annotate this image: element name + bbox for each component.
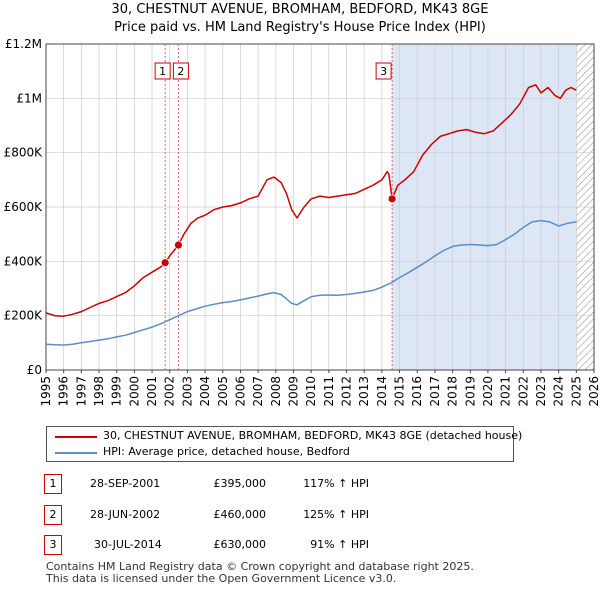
chart-subtitle: Price paid vs. HM Land Registry's House … xyxy=(114,20,486,35)
x-tick-label: 2010 xyxy=(304,376,318,407)
sale-date: 30-JUL-2014 xyxy=(94,538,162,551)
legend-label-property: 30, CHESTNUT AVENUE, BROMHAM, BEDFORD, M… xyxy=(103,429,523,442)
x-tick-label: 2014 xyxy=(375,376,389,407)
x-tick-label: 2020 xyxy=(481,376,495,407)
sale-number-badge: 3 xyxy=(44,535,62,555)
sale-number-badge: 1 xyxy=(44,474,62,494)
x-tick-label: 2011 xyxy=(322,376,336,407)
x-tick-label: 2013 xyxy=(357,376,371,407)
footer-copyright: Contains HM Land Registry data © Crown c… xyxy=(46,560,474,573)
x-tick-label: 1998 xyxy=(92,376,106,407)
legend-swatch-property xyxy=(55,436,97,438)
x-tick-label: 2026 xyxy=(587,376,600,407)
x-tick-label: 2015 xyxy=(393,376,407,407)
x-tick-label: 1995 xyxy=(39,376,53,407)
sale-badge-box xyxy=(375,62,392,80)
sale-point xyxy=(174,240,183,250)
sale-hpi-change: 125% ↑ HPI xyxy=(303,508,369,521)
series-line-hpi xyxy=(45,219,577,346)
sale-point xyxy=(160,258,170,268)
x-tick-label: 2016 xyxy=(410,376,424,407)
sale-date: 28-SEP-2001 xyxy=(90,477,161,490)
x-tick-label: 2022 xyxy=(516,376,530,407)
y-tick-label: £0 xyxy=(27,363,42,377)
footer-attribution: Contains HM Land Registry data © Crown c… xyxy=(46,561,474,585)
plot-frame xyxy=(45,43,595,371)
x-tick-label: 2006 xyxy=(233,376,247,407)
y-tick-label: £400K xyxy=(4,254,44,268)
y-tick-label: £800K xyxy=(4,146,44,160)
sale-point xyxy=(387,194,397,204)
x-tick-label: 2007 xyxy=(251,376,265,407)
x-tick-label: 2024 xyxy=(552,376,566,407)
sale-hpi-change: 117% ↑ HPI xyxy=(303,477,369,490)
legend-swatch-hpi xyxy=(55,452,97,454)
sale-badge-box xyxy=(172,62,189,80)
legend-item-hpi: HPI: Average price, detached house, Bedf… xyxy=(47,445,513,461)
sale-price: £630,000 xyxy=(213,538,267,551)
x-tick-label: 2001 xyxy=(145,376,159,407)
x-tick-label: 2002 xyxy=(163,376,177,407)
x-tick-label: 2009 xyxy=(286,376,300,407)
footer-license: This data is licensed under the Open Gov… xyxy=(46,572,397,585)
sale-marker-badge: 3 xyxy=(375,62,392,80)
sale-number-badge: 2 xyxy=(44,505,62,525)
x-tick-label: 1996 xyxy=(57,376,71,407)
sale-badge-box xyxy=(154,62,171,80)
sale-hpi-change: 91% ↑ HPI xyxy=(310,538,369,551)
sale-date: 28-JUN-2002 xyxy=(90,508,161,521)
x-tick-label: 2005 xyxy=(216,376,230,407)
legend-label-hpi: HPI: Average price, detached house, Bedf… xyxy=(103,445,350,458)
x-tick-label: 2003 xyxy=(180,376,194,407)
x-tick-label: 2012 xyxy=(340,376,354,407)
x-tick-label: 2023 xyxy=(534,376,548,407)
sale-price: £460,000 xyxy=(213,508,267,521)
sale-badge-label: 1 xyxy=(159,65,166,78)
sale-marker-badge: 2 xyxy=(172,62,189,80)
x-tick-label: 2019 xyxy=(463,376,477,407)
chart-title: 30, CHESTNUT AVENUE, BROMHAM, BEDFORD, M… xyxy=(111,2,489,17)
sale-badge-label: 3 xyxy=(380,65,387,78)
x-tick-label: 2000 xyxy=(127,376,141,407)
sale-price: £395,000 xyxy=(213,477,267,490)
y-tick-label: £1M xyxy=(16,91,42,105)
legend-item-property: 30, CHESTNUT AVENUE, BROMHAM, BEDFORD, M… xyxy=(47,429,522,445)
x-tick-label: 2025 xyxy=(569,376,583,407)
x-tick-label: 1997 xyxy=(74,376,88,407)
sale-marker-badge: 1 xyxy=(154,62,171,80)
x-tick-label: 2021 xyxy=(499,376,513,407)
x-tick-label: 2017 xyxy=(428,376,442,407)
y-tick-label: £200K xyxy=(4,309,44,323)
sale-badge-label: 2 xyxy=(177,65,184,78)
x-tick-label: 2018 xyxy=(446,376,460,407)
y-tick-label: £1.2M xyxy=(5,37,42,51)
legend: 30, CHESTNUT AVENUE, BROMHAM, BEDFORD, M… xyxy=(46,426,522,462)
x-tick-label: 2008 xyxy=(269,376,283,407)
series-line-property xyxy=(45,84,577,317)
y-tick-label: £600K xyxy=(4,200,44,214)
x-tick-label: 2004 xyxy=(198,376,212,407)
x-tick-label: 1999 xyxy=(110,376,124,407)
